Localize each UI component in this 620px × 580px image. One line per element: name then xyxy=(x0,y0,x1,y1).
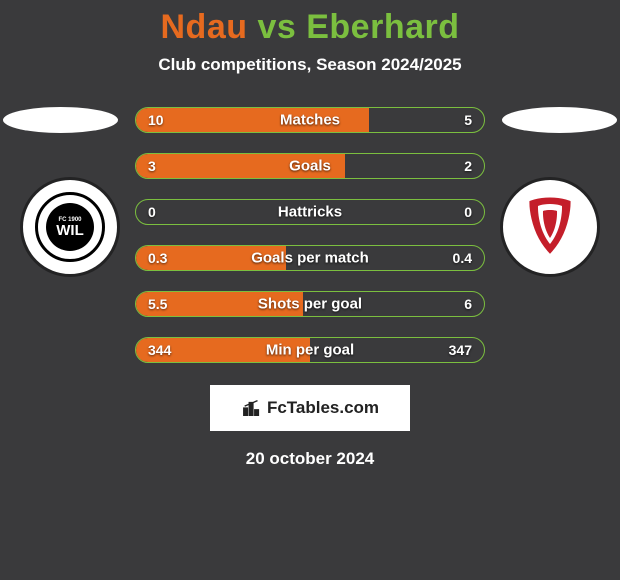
stat-row: 5.5 Shots per goal 6 xyxy=(135,291,485,317)
left-platform-oval xyxy=(3,107,118,133)
stat-left-value: 3 xyxy=(148,158,156,174)
stat-row: 0 Hattricks 0 xyxy=(135,199,485,225)
stat-left-value: 5.5 xyxy=(148,296,167,312)
right-platform-oval xyxy=(502,107,617,133)
brand-text: FcTables.com xyxy=(267,398,379,418)
stat-label: Goals xyxy=(289,158,331,175)
stat-left-value: 0 xyxy=(148,204,156,220)
stat-left-value: 10 xyxy=(148,112,164,128)
stat-label: Matches xyxy=(280,112,340,129)
vs-separator: vs xyxy=(257,8,296,46)
stat-left-value: 344 xyxy=(148,342,171,358)
right-badge-circle xyxy=(500,177,600,277)
stat-right-value: 6 xyxy=(464,296,472,312)
stat-row: 344 Min per goal 347 xyxy=(135,337,485,363)
subtitle: Club competitions, Season 2024/2025 xyxy=(0,55,620,75)
stat-row: 0.3 Goals per match 0.4 xyxy=(135,245,485,271)
stats-list: 10 Matches 5 3 Goals 2 0 Hattricks 0 0.3 Goals per… xyxy=(135,107,485,363)
left-badge-circle: FC 1900 WIL xyxy=(20,177,120,277)
stat-label: Shots per goal xyxy=(258,296,362,313)
stat-row: 3 Goals 2 xyxy=(135,153,485,179)
stat-right-value: 0 xyxy=(464,204,472,220)
player2-name: Eberhard xyxy=(306,8,459,46)
stat-right-value: 0.4 xyxy=(453,250,472,266)
wil-logo-main: WIL xyxy=(56,223,84,238)
brand-badge[interactable]: FcTables.com xyxy=(210,385,410,431)
stat-label: Min per goal xyxy=(266,342,354,359)
bars-icon xyxy=(241,397,263,419)
page-title: Ndau vs Eberhard xyxy=(0,8,620,47)
footer-date: 20 october 2024 xyxy=(0,449,620,469)
shield-logo-icon xyxy=(522,194,578,260)
stat-label: Goals per match xyxy=(251,250,369,267)
stat-left-value: 0.3 xyxy=(148,250,167,266)
left-team-badge: FC 1900 WIL xyxy=(20,177,120,277)
stat-row: 10 Matches 5 xyxy=(135,107,485,133)
stat-label: Hattricks xyxy=(278,204,342,221)
right-team-badge xyxy=(500,177,600,277)
wil-logo-icon: FC 1900 WIL xyxy=(35,192,105,262)
player1-name: Ndau xyxy=(161,8,248,46)
stat-right-value: 5 xyxy=(464,112,472,128)
stat-right-value: 347 xyxy=(449,342,472,358)
stat-right-value: 2 xyxy=(464,158,472,174)
